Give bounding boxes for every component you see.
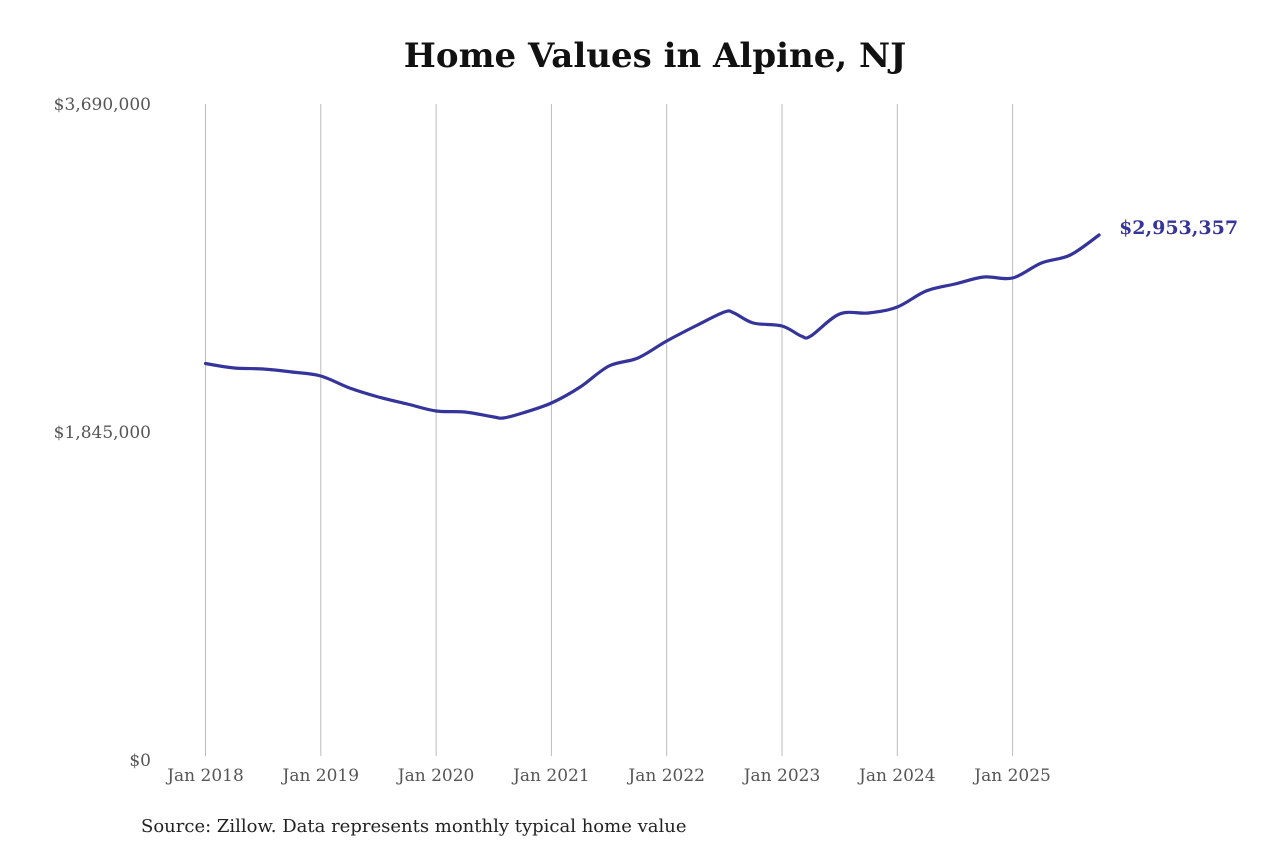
x-tick-label: Jan 2021 bbox=[511, 766, 590, 786]
y-tick-label: $3,690,000 bbox=[54, 95, 151, 115]
y-tick-label: $0 bbox=[129, 751, 151, 771]
y-tick-label: $1,845,000 bbox=[54, 423, 151, 443]
vertical-gridlines bbox=[205, 104, 1014, 756]
x-tick-label: Jan 2024 bbox=[857, 766, 936, 786]
x-tick-label: Jan 2025 bbox=[972, 766, 1051, 786]
home-value-line bbox=[203, 233, 1101, 420]
x-tick-label: Jan 2023 bbox=[742, 766, 821, 786]
y-axis-ticks: $0 $1,845,000 $3,690,000 bbox=[54, 95, 151, 771]
x-tick-label: Jan 2018 bbox=[165, 766, 244, 786]
source-note: Source: Zillow. Data represents monthly … bbox=[141, 816, 687, 837]
x-axis-ticks: Jan 2018 Jan 2019 Jan 2020 Jan 2021 Jan 2022… bbox=[165, 766, 1051, 786]
x-tick-label: Jan 2020 bbox=[396, 766, 475, 786]
chart-title: Home Values in Alpine, NJ bbox=[403, 36, 907, 76]
x-tick-label: Jan 2019 bbox=[281, 766, 360, 786]
last-value-label: $2,953,357 bbox=[1119, 217, 1238, 239]
x-tick-label: Jan 2022 bbox=[626, 766, 705, 786]
